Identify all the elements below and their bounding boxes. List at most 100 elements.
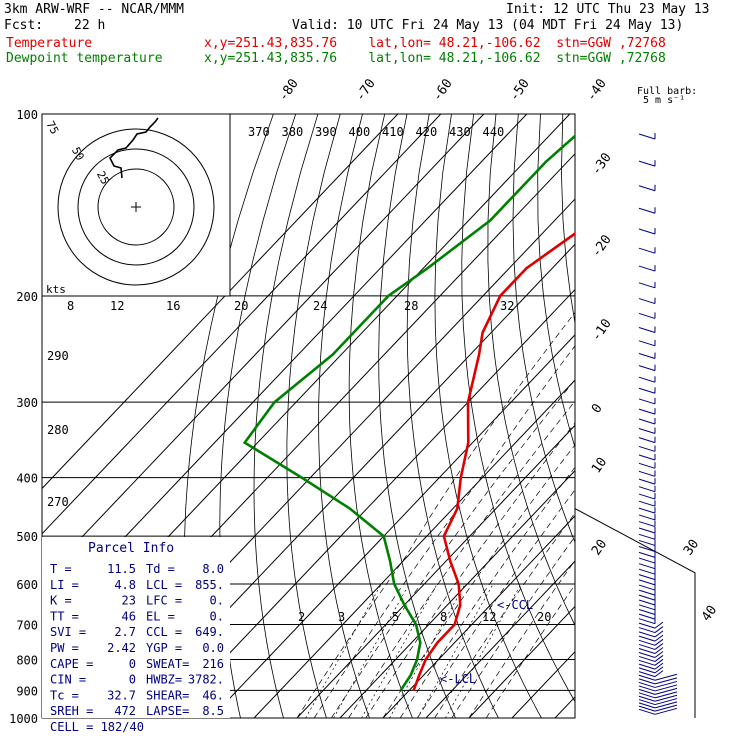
isotherm-line xyxy=(425,560,575,718)
parcel-key: SHEAR= xyxy=(146,688,189,702)
wind-barb-flag xyxy=(638,207,656,214)
wind-barb-flag xyxy=(638,228,656,235)
wind-barb-flag xyxy=(638,568,656,575)
parcel-key: CCL = xyxy=(146,625,182,639)
hodograph-center-icon xyxy=(131,202,141,212)
hodograph-speed-label: 28 xyxy=(404,299,418,313)
mixing-ratio-line xyxy=(417,583,494,718)
isotherm-line xyxy=(42,114,485,580)
moist-adiabat xyxy=(348,400,575,718)
wind-barb-flag xyxy=(638,579,656,586)
dry-adiabat xyxy=(537,114,575,449)
isotherm-line xyxy=(382,515,575,718)
wind-barb-flag xyxy=(638,527,656,534)
hodograph-speed-label: 24 xyxy=(313,299,327,313)
dry-adiabat xyxy=(318,114,370,718)
pressure-tick-label: 400 xyxy=(16,472,38,486)
dry-adiabat xyxy=(378,114,456,718)
model-title: 3km ARW-WRF -- NCAR/MMM xyxy=(4,2,185,17)
theta-label: 420 xyxy=(416,125,438,139)
theta-label: 390 xyxy=(315,125,337,139)
isotherm-line xyxy=(296,424,575,718)
pressure-tick-label: 900 xyxy=(16,684,38,698)
wind-barb xyxy=(654,662,664,670)
wind-barb-flag xyxy=(638,493,656,500)
parcel-key: LI = xyxy=(50,578,79,592)
dry-adiabat xyxy=(674,114,740,718)
parcel-value: 32.7 xyxy=(107,688,136,702)
wind-barb xyxy=(654,680,678,688)
wind-barb-flag xyxy=(638,376,656,383)
mixing-ratio-label: 12 xyxy=(482,610,496,624)
wind-barb-flag xyxy=(638,247,656,254)
isotherm-label-right: 40 xyxy=(699,603,720,624)
wind-barb-flag xyxy=(638,667,656,674)
isotherm-label-right: 10 xyxy=(589,455,610,476)
plot-frame xyxy=(41,113,576,719)
temperature-station-info: x,y=251.43,835.76 lat,lon= 48.21,-106.62… xyxy=(204,36,666,51)
wind-barb-flag xyxy=(638,282,656,289)
wind-barb-flag xyxy=(638,702,656,709)
wind-barb xyxy=(654,677,678,685)
wind-barb-flag xyxy=(638,353,656,359)
isotherm-label-right: 0 xyxy=(589,401,606,416)
wind-barb xyxy=(654,666,664,674)
pressure-tick-label: 700 xyxy=(16,618,38,632)
theta-label: 440 xyxy=(483,125,505,139)
dry-adiabat xyxy=(219,114,297,718)
dry-adiabat xyxy=(434,114,542,718)
parcel-value: 11.5 xyxy=(107,562,136,576)
isotherm-line xyxy=(339,469,575,718)
wind-barb-flag xyxy=(638,312,656,319)
hodograph-label-75: 75 xyxy=(43,119,61,137)
wind-barb-flag xyxy=(638,604,656,611)
moist-adiabat xyxy=(399,466,575,718)
isotherm-label-top: -70 xyxy=(353,76,379,104)
wind-barb xyxy=(654,647,664,654)
wind-barb xyxy=(654,658,664,666)
parcel-value: 46 xyxy=(122,609,136,623)
temperature-legend: Temperature xyxy=(6,36,93,51)
wind-barb xyxy=(654,621,664,629)
parcel-value: 8.0 xyxy=(202,562,224,576)
isotherm-label-top: -80 xyxy=(276,76,302,104)
level-annotation: <-LCL xyxy=(440,672,476,686)
wind-barb-flag xyxy=(638,445,656,452)
wind-barb xyxy=(654,684,678,692)
parcel-info-panel: Parcel Info T = 11.5 Td = 8.0 LI = 4.8 LCL = 85… xyxy=(42,537,230,734)
pressure-tick-label: 200 xyxy=(16,290,38,304)
parcel-value: 8.5 xyxy=(202,704,224,718)
dry-adiabat xyxy=(652,114,740,718)
wind-barb-flag xyxy=(638,533,656,540)
wind-barb xyxy=(654,707,678,715)
wind-barb-flag xyxy=(638,437,656,444)
valid-time: Valid: 10 UTC Fri 24 May 13 (04 MDT Fri … xyxy=(292,18,684,33)
wind-barb xyxy=(654,651,664,658)
parcel-value: 46. xyxy=(202,688,224,702)
wind-barb-flag xyxy=(638,695,656,702)
wind-barb-flag xyxy=(638,618,656,625)
hodograph-ring-75 xyxy=(57,128,215,286)
wind-barb-flag xyxy=(638,185,656,192)
pressure-tick-label: 600 xyxy=(16,578,38,592)
dry-adiabat xyxy=(253,114,319,718)
dry-adiabat xyxy=(461,114,575,703)
parcel-key: Tc = xyxy=(50,688,79,702)
wind-barb-flag xyxy=(638,327,656,333)
mixing-ratio-line xyxy=(389,583,466,718)
wind-barb-flag xyxy=(638,574,656,581)
mixing-ratio-line xyxy=(445,583,522,718)
wind-barb xyxy=(654,638,664,646)
theta-label: 410 xyxy=(382,125,404,139)
parcel-key: K = xyxy=(50,594,72,608)
wind-barb-flag xyxy=(638,133,656,140)
parcel-value: 0. xyxy=(210,594,224,608)
parcel-value: 216 xyxy=(202,657,224,671)
wind-barb-flag xyxy=(638,418,656,425)
wind-barb-flag xyxy=(638,613,656,620)
mixing-ratio-label: 5 xyxy=(392,610,399,624)
theta-label: 380 xyxy=(282,125,304,139)
plot-frame-right xyxy=(574,114,696,718)
wind-barb-flag xyxy=(638,622,656,629)
